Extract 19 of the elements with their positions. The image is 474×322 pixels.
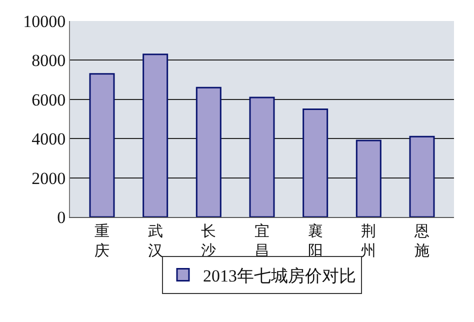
x-tick-label: 武汉 xyxy=(148,223,163,260)
bar xyxy=(89,73,115,217)
y-tick-label: 8000 xyxy=(32,51,66,70)
x-tick-label: 恩施 xyxy=(414,224,430,260)
bar xyxy=(356,140,382,217)
y-tick-label: 2000 xyxy=(32,168,66,188)
bar xyxy=(249,96,275,217)
y-tick-label: 0 xyxy=(57,208,66,227)
legend-label: 2013年七城房价对比 xyxy=(203,266,356,286)
x-tick-label: 宜昌 xyxy=(254,223,270,260)
y-tick-label: 4000 xyxy=(32,130,66,149)
bar xyxy=(302,108,328,217)
y-tick-label: 6000 xyxy=(32,90,66,110)
bar xyxy=(409,136,435,217)
x-tick-label: 重庆 xyxy=(94,223,110,260)
y-tick-label: 10000 xyxy=(23,12,66,31)
bar xyxy=(142,54,168,217)
bar xyxy=(196,86,222,217)
x-tick-label: 荆州 xyxy=(361,223,376,260)
